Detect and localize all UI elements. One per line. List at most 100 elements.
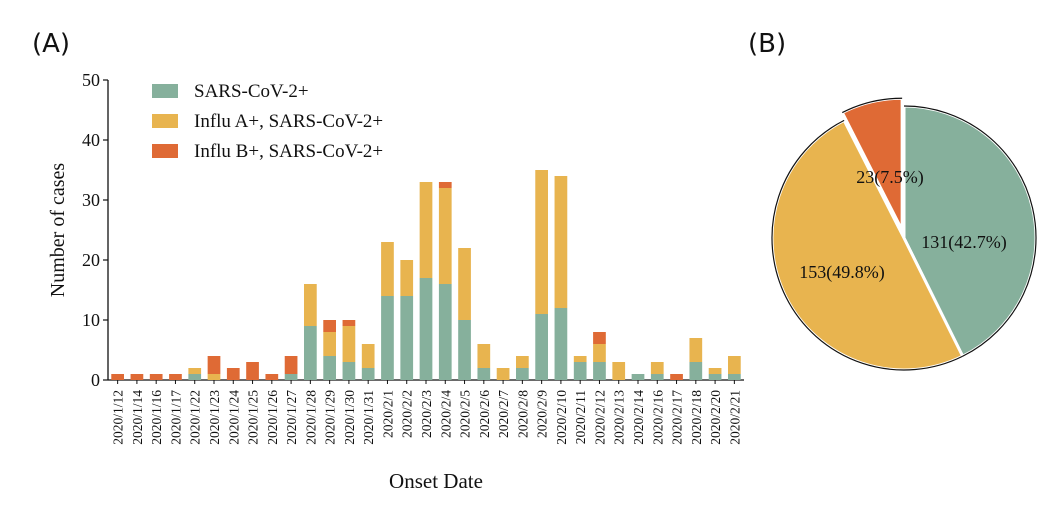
x-tick-label: 2020/2/13 (612, 390, 627, 445)
x-tick-label: 2020/2/1 (380, 390, 395, 438)
bar-segment-2 (689, 338, 703, 362)
bar-segment-2 (381, 242, 394, 296)
y-tick-label: 40 (82, 130, 100, 150)
bar-segment-1 (188, 374, 202, 380)
bar-segment-1 (361, 368, 375, 380)
pie-slice-outline-2 (771, 119, 963, 371)
bar-segment-2 (419, 182, 433, 278)
bar-segment-2 (342, 326, 356, 362)
x-tick-label: 2020/2/12 (592, 390, 607, 445)
y-axis-label: Number of cases (47, 163, 69, 298)
bar-segment-3 (323, 320, 336, 332)
bar-segment-1 (708, 374, 722, 380)
x-tick-label: 2020/1/29 (323, 390, 338, 445)
bar-segment-1 (573, 362, 587, 380)
x-tick-label: 2020/2/16 (650, 390, 665, 445)
pie-label-2: 153(49.8%) (799, 262, 884, 283)
x-tick-label: 2020/2/5 (458, 390, 473, 438)
bar-segment-2 (612, 362, 626, 380)
x-tick-label: 2020/2/9 (535, 390, 550, 438)
bar-segment-2 (535, 170, 548, 314)
x-tick-label: 2020/2/6 (477, 390, 492, 438)
bar-segment-1 (535, 314, 548, 380)
bar-segment-2 (304, 284, 317, 326)
x-tick-label: 2020/1/26 (265, 390, 280, 445)
x-tick-label: 2020/2/2 (400, 390, 415, 438)
x-tick-label: 2020/1/12 (111, 390, 126, 445)
bar-segment-1 (323, 356, 336, 380)
x-tick-label: 2020/2/18 (689, 390, 704, 445)
bar-segment-1 (689, 362, 703, 380)
bar-segment-2 (323, 332, 336, 356)
bar-segment-3 (226, 368, 240, 380)
legend-label-2: Influ A+, SARS-CoV-2+ (194, 111, 383, 132)
x-tick-label: 2020/1/22 (188, 390, 203, 445)
y-tick-label: 10 (82, 310, 100, 330)
panel-label-b: (B) (748, 29, 786, 59)
bar-segment-2 (400, 260, 414, 296)
bar-segment-3 (169, 374, 182, 380)
bar-segment-1 (304, 326, 317, 380)
bar-segment-2 (728, 356, 741, 374)
pie-slice-outline-3 (841, 97, 903, 114)
x-tick-label: 2020/1/14 (130, 390, 145, 445)
bar-segment-1 (400, 296, 414, 380)
bar-segment-2 (573, 356, 587, 362)
x-tick-label: 2020/2/21 (727, 390, 742, 445)
x-tick-label: 2020/2/10 (554, 390, 569, 445)
bar-segment-1 (477, 368, 491, 380)
bar-segment-1 (438, 284, 452, 380)
legend-swatch-2 (152, 114, 178, 128)
x-axis-label: Onset Date (389, 469, 483, 493)
pie-chart: 131(42.7%) 153(49.8%) 23(7.5%) (770, 96, 1038, 372)
bar-segment-1 (650, 374, 664, 380)
legend-label-1: SARS-CoV-2+ (194, 81, 309, 102)
bar-segment-3 (670, 374, 683, 380)
bar-segment-3 (207, 356, 221, 374)
bar-segment-3 (246, 362, 259, 380)
y-tick-label: 20 (82, 250, 100, 270)
bar-segment-3 (265, 374, 279, 380)
x-tick-label: 2020/1/16 (149, 390, 164, 445)
x-tick-label: 2020/1/24 (226, 390, 241, 445)
bar-segment-1 (381, 296, 394, 380)
bar-segment-3 (438, 182, 452, 188)
bar-chart: 0 10 20 30 40 50 Number of cases 2020/1/12 2020/… (47, 70, 744, 493)
bar-segment-1 (516, 368, 529, 380)
bar-segment-2 (554, 176, 568, 308)
x-tick-label: 2020/2/14 (631, 390, 646, 445)
x-tick-label: 2020/2/4 (438, 390, 453, 438)
bar-segment-3 (593, 332, 606, 344)
y-tick-label: 30 (82, 190, 100, 210)
bar-segment-2 (438, 188, 452, 284)
bar-segment-2 (496, 368, 510, 380)
x-tick-label: 2020/2/3 (419, 390, 434, 438)
x-tick-label: 2020/2/7 (496, 390, 511, 438)
bar-segment-1 (419, 278, 433, 380)
pie-label-3: 23(7.5%) (856, 167, 923, 188)
x-tick-label: 2020/1/27 (284, 390, 299, 445)
pie-label-1: 131(42.7%) (921, 232, 1006, 253)
y-tick-label: 0 (91, 370, 100, 390)
bar-segment-2 (207, 374, 221, 380)
bar-segment-1 (554, 308, 568, 380)
bar-segment-2 (650, 362, 664, 374)
x-tick-label: 2020/1/17 (168, 390, 183, 445)
bar-segment-3 (130, 374, 144, 380)
bar-segment-1 (284, 374, 298, 380)
bar-segment-3 (149, 374, 163, 380)
x-tick-label: 2020/1/30 (342, 390, 357, 445)
panel-label-a: (A) (32, 29, 70, 59)
bar-segment-3 (284, 356, 298, 374)
x-tick-label: 2020/2/20 (708, 390, 723, 445)
x-tick-label: 2020/1/23 (207, 390, 222, 445)
legend-swatch-1 (152, 84, 178, 98)
bar-segment-1 (728, 374, 741, 380)
bar-segment-2 (361, 344, 375, 368)
bar-segment-2 (458, 248, 471, 320)
x-tick-label: 2020/2/11 (573, 390, 588, 444)
x-tick-label: 2020/1/25 (246, 390, 261, 445)
bar-segment-1 (458, 320, 471, 380)
